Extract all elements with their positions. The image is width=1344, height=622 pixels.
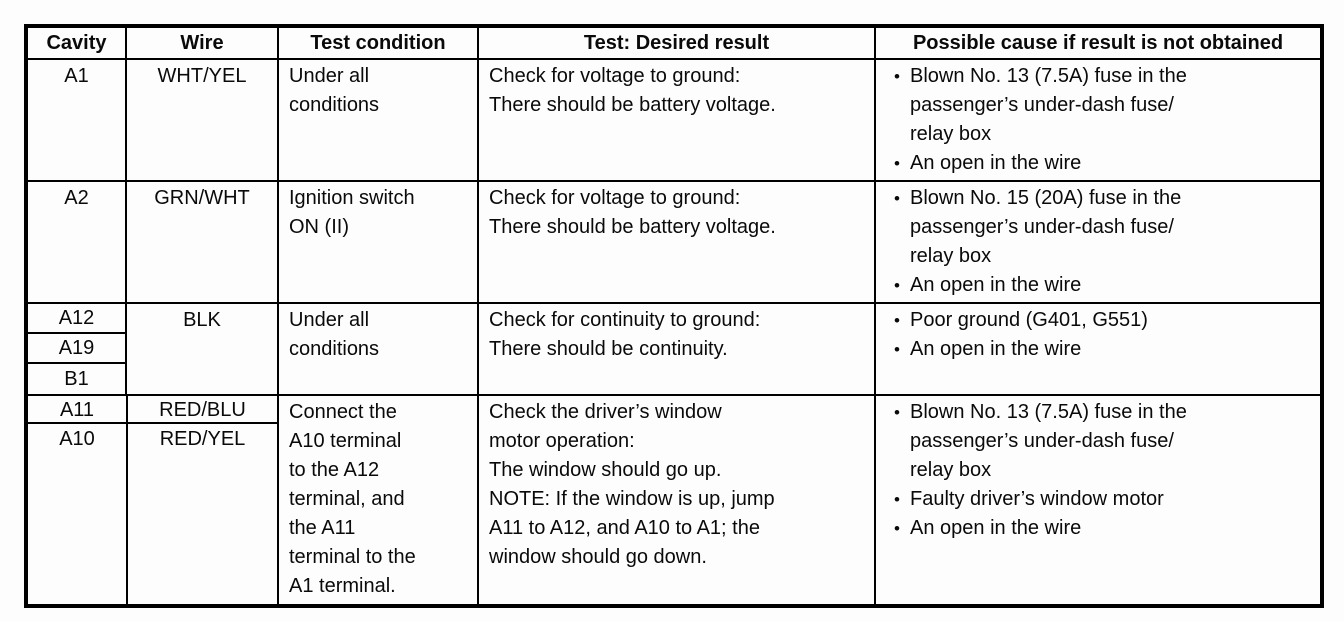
cause-item: • An open in the wire bbox=[884, 335, 1316, 364]
causes-cell: • Blown No. 13 (7.5A) fuse in the passen… bbox=[874, 394, 1323, 607]
cavity-wire-pair-cell: A11 RED/BLU A10 RED/YEL bbox=[25, 394, 279, 607]
column-header-wire: Wire bbox=[125, 25, 279, 60]
test-condition-cell: Under all conditions bbox=[277, 302, 479, 396]
bullet-icon: • bbox=[894, 154, 900, 173]
bullet-icon: • bbox=[894, 311, 900, 330]
test-condition-cell: Under all conditions bbox=[277, 58, 479, 182]
cavity-sub-row: A19 bbox=[28, 334, 124, 364]
cause-text: Blown No. 15 (20A) fuse in the passenger… bbox=[910, 187, 1182, 267]
wire-cell: BLK bbox=[125, 302, 279, 396]
cavity-cell: A1 bbox=[25, 58, 127, 182]
wire-sub-cell: RED/YEL bbox=[159, 428, 246, 450]
column-header-cavity: Cavity bbox=[25, 25, 127, 60]
cause-item: • An open in the wire bbox=[884, 271, 1316, 300]
bullet-icon: • bbox=[894, 189, 900, 208]
bullet-icon: • bbox=[894, 403, 900, 422]
test-result-cell: Check for continuity to ground: There sh… bbox=[477, 302, 876, 396]
causes-cell: • Blown No. 13 (7.5A) fuse in the passen… bbox=[874, 58, 1323, 182]
test-condition-cell: Ignition switch ON (II) bbox=[277, 180, 479, 304]
cause-text: Poor ground (G401, G551) bbox=[910, 309, 1148, 331]
cavity-wire-pair-grid: A11 RED/BLU A10 RED/YEL bbox=[28, 397, 276, 604]
table-row: A12 A19 B1 BLK Under all conditions Chec… bbox=[25, 302, 1323, 396]
test-result-cell: Check for voltage to ground: There shoul… bbox=[477, 58, 876, 182]
bullet-icon: • bbox=[894, 276, 900, 295]
cause-item: • An open in the wire bbox=[884, 514, 1316, 543]
bullet-icon: • bbox=[894, 519, 900, 538]
cause-text: An open in the wire bbox=[910, 517, 1082, 539]
causes-cell: • Blown No. 15 (20A) fuse in the passeng… bbox=[874, 180, 1323, 304]
bullet-icon: • bbox=[894, 340, 900, 359]
table-row: A11 RED/BLU A10 RED/YEL Connect the A10 … bbox=[25, 394, 1323, 607]
diagnostic-table: Cavity Wire Test condition Test: Desired… bbox=[24, 24, 1324, 608]
cause-text: Faulty driver’s window motor bbox=[910, 488, 1164, 510]
cavity-sub-cell: A11 bbox=[28, 397, 128, 424]
cause-text: An open in the wire bbox=[910, 274, 1082, 296]
cause-text: Blown No. 13 (7.5A) fuse in the passenge… bbox=[910, 401, 1187, 481]
test-condition-cell: Connect the A10 terminal to the A12 term… bbox=[277, 394, 479, 607]
cavity-cell: A2 bbox=[25, 180, 127, 304]
cause-item: • An open in the wire bbox=[884, 149, 1316, 178]
cavity-stack-cell: A12 A19 B1 bbox=[25, 302, 127, 396]
wire-cell: WHT/YEL bbox=[125, 58, 279, 182]
wire-sub-cell: RED/BLU bbox=[128, 397, 276, 424]
cavity-sub-row: B1 bbox=[64, 368, 89, 390]
table-row: A1 WHT/YEL Under all conditions Check fo… bbox=[25, 58, 1323, 182]
cause-text: An open in the wire bbox=[910, 152, 1082, 174]
test-result-cell: Check the driver’s window motor operatio… bbox=[477, 394, 876, 607]
test-result-cell: Check for voltage to ground: There shoul… bbox=[477, 180, 876, 304]
cavity-sub-row: A12 bbox=[28, 305, 124, 334]
column-header-possible-cause: Possible cause if result is not obtained bbox=[874, 25, 1323, 60]
table-row: A2 GRN/WHT Ignition switch ON (II) Check… bbox=[25, 180, 1323, 304]
cause-item: • Blown No. 15 (20A) fuse in the passeng… bbox=[884, 184, 1316, 271]
wire-cell: GRN/WHT bbox=[125, 180, 279, 304]
column-header-test-condition: Test condition bbox=[277, 25, 479, 60]
header-row: Cavity Wire Test condition Test: Desired… bbox=[25, 25, 1323, 60]
column-header-desired-result: Test: Desired result bbox=[477, 25, 876, 60]
bullet-icon: • bbox=[894, 490, 900, 509]
cause-item: • Blown No. 13 (7.5A) fuse in the passen… bbox=[884, 398, 1316, 485]
cavity-sub-cell: A10 bbox=[28, 424, 128, 604]
causes-cell: • Poor ground (G401, G551) • An open in … bbox=[874, 302, 1323, 396]
cause-text: An open in the wire bbox=[910, 338, 1082, 360]
cause-text: Blown No. 13 (7.5A) fuse in the passenge… bbox=[910, 65, 1187, 145]
cause-item: • Faulty driver’s window motor bbox=[884, 485, 1316, 514]
cause-item: • Blown No. 13 (7.5A) fuse in the passen… bbox=[884, 62, 1316, 149]
bullet-icon: • bbox=[894, 67, 900, 86]
cause-item: • Poor ground (G401, G551) bbox=[884, 306, 1316, 335]
